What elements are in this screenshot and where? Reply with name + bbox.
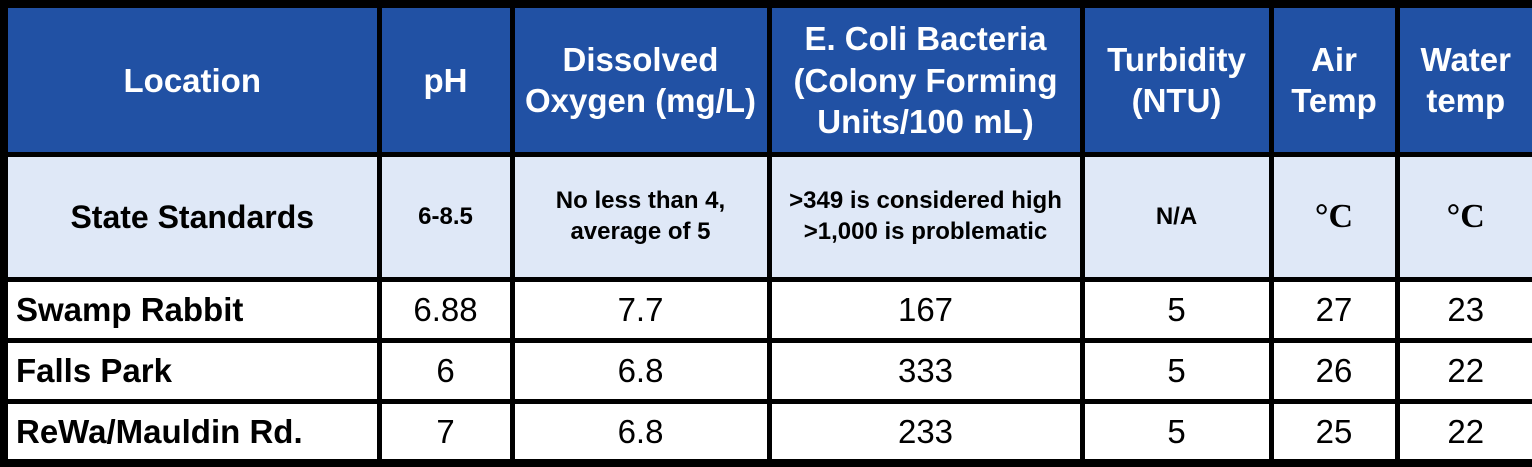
cell-turbidity: 5 [1079,338,1274,405]
data-row-rewa-mauldin: ReWa/Mauldin Rd. 7 6.8 233 5 25 22 [1,399,1532,466]
cell-ph: 7 [376,399,515,466]
cell-water-temp: 22 [1394,399,1532,466]
cell-ph: 6 [376,338,515,405]
cell-dissolved-oxygen: 6.8 [509,338,772,405]
standards-cell-air-temp-unit: °C [1268,152,1400,282]
cell-water-temp: 23 [1394,276,1532,344]
header-row: Location pH Dissolved Oxygen (mg/L) E. C… [1,1,1532,158]
cell-location: Falls Park [1,338,382,405]
cell-dissolved-oxygen: 7.7 [509,276,772,344]
header-cell-location: Location [1,1,382,158]
header-cell-dissolved-oxygen: Dissolved Oxygen (mg/L) [509,1,772,158]
header-cell-water-temp: Water temp [1394,1,1532,158]
data-row-swamp-rabbit: Swamp Rabbit 6.88 7.7 167 5 27 23 [1,276,1532,344]
cell-water-temp: 22 [1394,338,1532,405]
cell-turbidity: 5 [1079,276,1274,344]
cell-turbidity: 5 [1079,399,1274,466]
standards-row: State Standards 6-8.5 No less than 4, av… [1,152,1532,282]
cell-air-temp: 26 [1268,338,1400,405]
header-cell-e-coli: E. Coli Bacteria (Colony Forming Units/1… [766,1,1085,158]
standards-cell-e-coli: >349 is considered high >1,000 is proble… [766,152,1085,282]
standards-cell-turbidity: N/A [1079,152,1274,282]
cell-air-temp: 25 [1268,399,1400,466]
standards-cell-ph: 6-8.5 [376,152,515,282]
standards-cell-location: State Standards [1,152,382,282]
cell-air-temp: 27 [1268,276,1400,344]
header-cell-ph: pH [376,1,515,158]
cell-e-coli: 233 [766,399,1085,466]
cell-e-coli: 333 [766,338,1085,405]
standards-cell-water-temp-unit: °C [1394,152,1532,282]
header-cell-air-temp: Air Temp [1268,1,1400,158]
cell-location: Swamp Rabbit [1,276,382,344]
standards-cell-dissolved-oxygen: No less than 4, average of 5 [509,152,772,282]
cell-e-coli: 167 [766,276,1085,344]
cell-location: ReWa/Mauldin Rd. [1,399,382,466]
cell-ph: 6.88 [376,276,515,344]
header-cell-turbidity: Turbidity (NTU) [1079,1,1274,158]
data-row-falls-park: Falls Park 6 6.8 333 5 26 22 [1,338,1532,405]
cell-dissolved-oxygen: 6.8 [509,399,772,466]
